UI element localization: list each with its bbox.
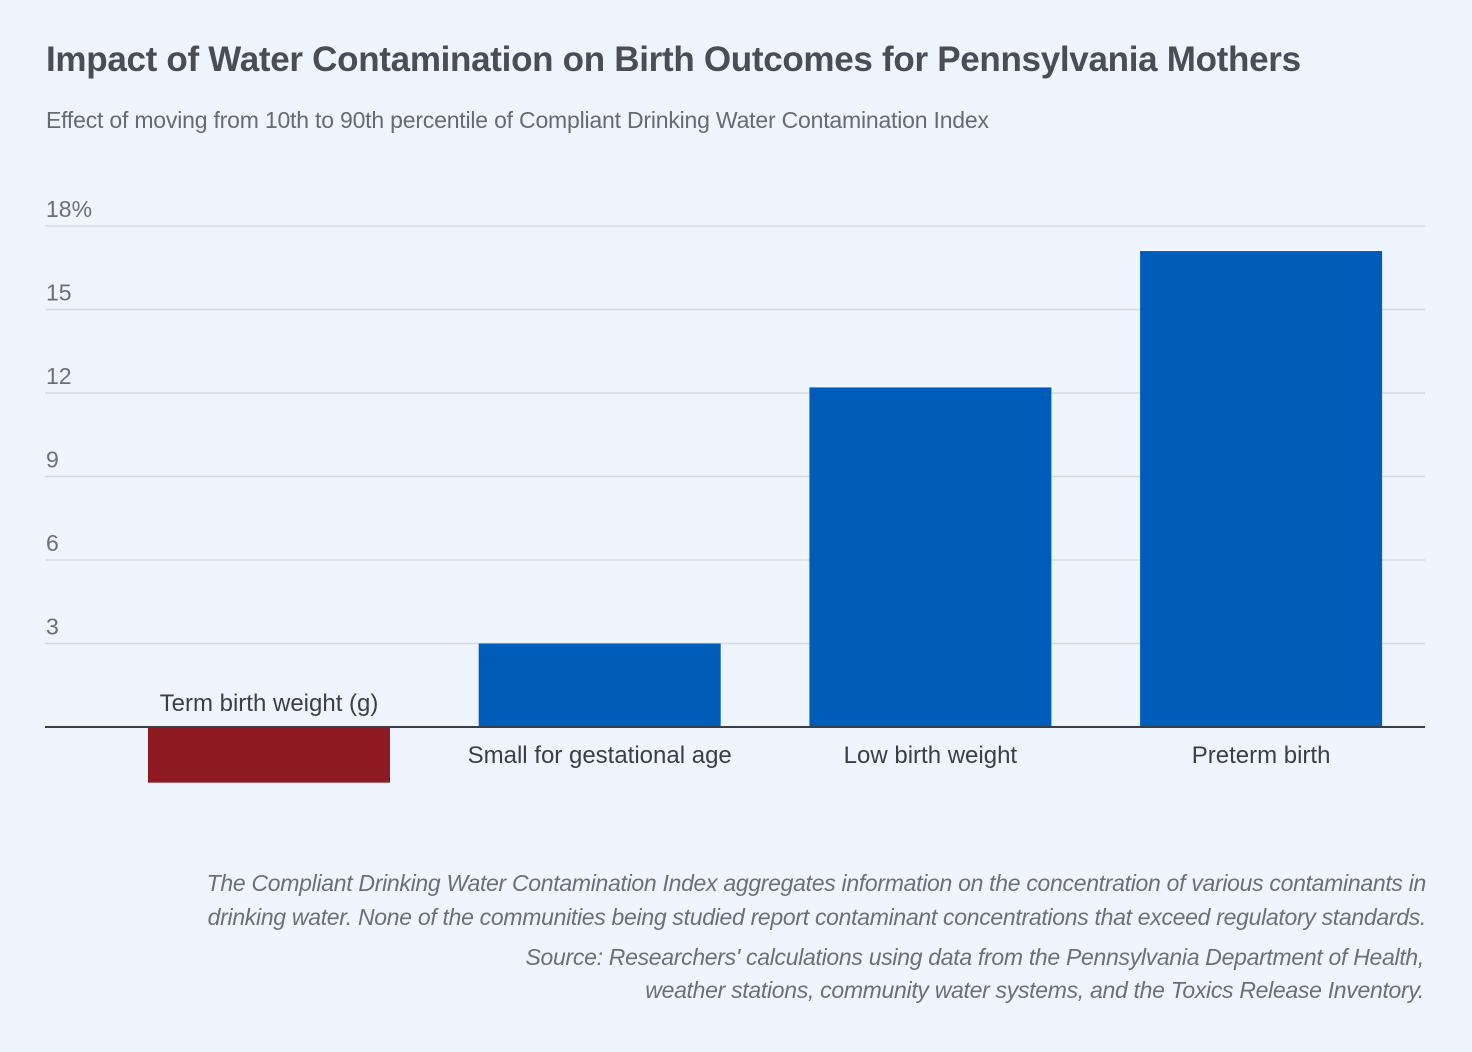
chart-subtitle: Effect of moving from 10th to 90th perce… xyxy=(46,107,989,133)
chart-source: Source: Researchers' calculations using … xyxy=(24,941,1425,1007)
bar xyxy=(148,727,390,783)
category-labels: Term birth weight (g) Small for gestation… xyxy=(160,690,1331,769)
x-category-label: Preterm birth xyxy=(1192,742,1331,769)
y-tick-label: 6 xyxy=(46,530,59,556)
y-tick-label: 3 xyxy=(46,614,59,640)
y-tick-label: 12 xyxy=(46,363,72,389)
note-line-2: drinking water. None of the communities … xyxy=(207,904,1427,930)
y-tick-label: 15 xyxy=(46,280,72,306)
y-tick-label: 9 xyxy=(46,447,59,473)
bar xyxy=(478,643,721,727)
y-tick-label: 18% xyxy=(46,196,92,222)
source-line-1: Source: Researchers' calculations using … xyxy=(525,944,1425,970)
bars xyxy=(148,251,1383,783)
x-category-label: Low birth weight xyxy=(844,742,1018,769)
bar-chart: 3 6 9 12 15 18% Term birth weight (g) Small fo… xyxy=(45,196,1425,783)
note-line-1: The Compliant Drinking Water Contaminati… xyxy=(206,870,1427,896)
bar xyxy=(1140,251,1383,728)
bar xyxy=(809,387,1052,727)
x-category-label: Term birth weight (g) xyxy=(160,690,379,717)
chart-title: Impact of Water Contamination on Birth O… xyxy=(46,40,1301,79)
source-line-2: weather stations, community water system… xyxy=(645,977,1424,1003)
chart-note: The Compliant Drinking Water Contaminati… xyxy=(26,866,1427,934)
x-category-label: Small for gestational age xyxy=(468,742,732,769)
